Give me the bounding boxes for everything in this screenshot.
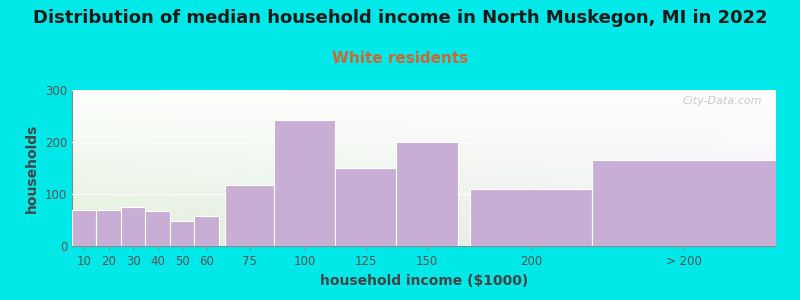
Bar [194,216,219,246]
Bar [170,221,194,246]
Y-axis label: households: households [26,123,39,213]
Bar [97,210,121,246]
Bar [397,142,458,246]
Bar [470,189,592,246]
X-axis label: household income ($1000): household income ($1000) [320,274,528,288]
Bar [225,184,274,246]
Bar [274,120,335,246]
Bar [146,211,170,246]
Bar [121,207,146,246]
Bar [335,168,397,246]
Bar [72,210,97,246]
Text: City-Data.com: City-Data.com [682,96,762,106]
Text: Distribution of median household income in North Muskegon, MI in 2022: Distribution of median household income … [33,9,767,27]
Text: White residents: White residents [332,51,468,66]
Bar [592,160,776,246]
